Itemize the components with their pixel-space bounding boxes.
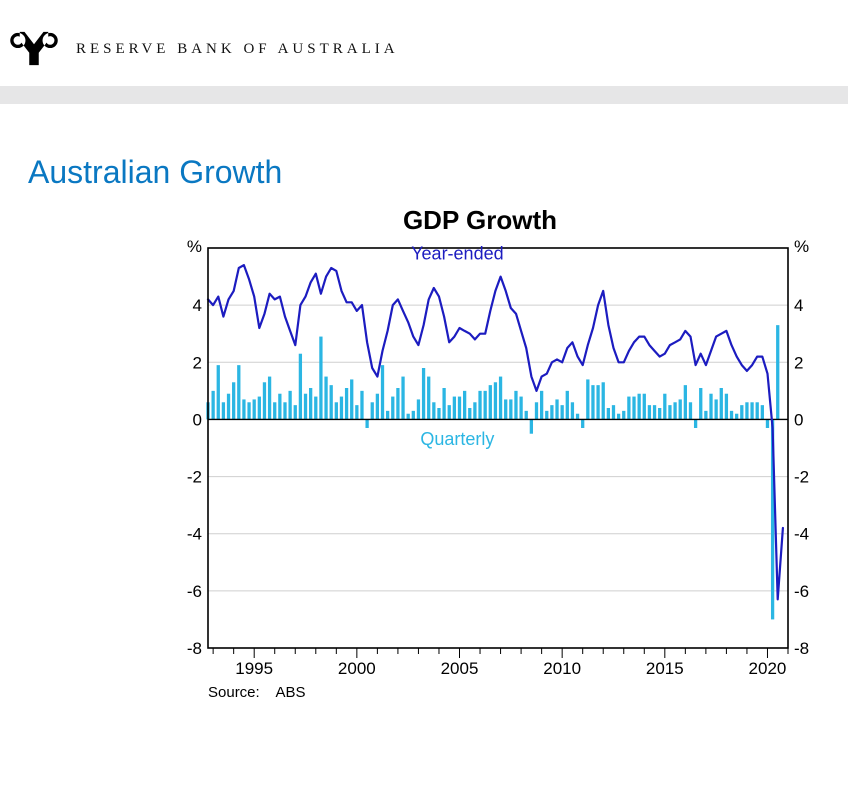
svg-text:2005: 2005 <box>441 659 479 678</box>
svg-text:4: 4 <box>794 296 803 315</box>
svg-text:Year-ended: Year-ended <box>411 243 503 263</box>
svg-text:-8: -8 <box>187 639 202 658</box>
svg-text:-2: -2 <box>794 468 809 487</box>
brand-header: RESERVE BANK OF AUSTRALIA <box>0 0 848 86</box>
gdp-growth-chart: GDP Growth -8-8-6-6-4-4-2-2002244%%19952… <box>160 205 800 701</box>
svg-text:0: 0 <box>193 410 202 429</box>
svg-text:-4: -4 <box>187 525 202 544</box>
chart-svg: -8 -8 -6 -6 -4 -4 -2 -2 0 0 2 2 4 4%% 1995 2000 2005 2010… <box>160 238 836 678</box>
header-divider <box>0 86 848 104</box>
svg-text:2: 2 <box>794 353 803 372</box>
svg-text:Quarterly: Quarterly <box>420 429 494 449</box>
svg-text:2: 2 <box>193 353 202 372</box>
svg-text:2020: 2020 <box>749 659 787 678</box>
svg-text:-2: -2 <box>187 468 202 487</box>
svg-text:-6: -6 <box>794 582 809 601</box>
svg-text:%: % <box>794 238 809 256</box>
source-label: Source: <box>208 684 260 701</box>
chart-title: GDP Growth <box>160 205 800 236</box>
bank-name: RESERVE BANK OF AUSTRALIA <box>76 41 399 58</box>
source-value: ABS <box>276 684 306 701</box>
svg-text:%: % <box>187 238 202 256</box>
rba-logo-icon <box>10 30 58 68</box>
svg-text:-8: -8 <box>794 639 809 658</box>
chart-plot-area: -8-8-6-6-4-4-2-2002244%%1995200020052010… <box>160 238 800 678</box>
svg-text:2015: 2015 <box>646 659 684 678</box>
chart-source: Source: ABS <box>208 684 800 701</box>
svg-text:1995: 1995 <box>235 659 273 678</box>
svg-text:4: 4 <box>193 296 202 315</box>
svg-text:-6: -6 <box>187 582 202 601</box>
svg-text:0: 0 <box>794 410 803 429</box>
svg-text:-4: -4 <box>794 525 809 544</box>
section-title: Australian Growth <box>28 154 848 191</box>
svg-text:2000: 2000 <box>338 659 376 678</box>
svg-text:2010: 2010 <box>543 659 581 678</box>
